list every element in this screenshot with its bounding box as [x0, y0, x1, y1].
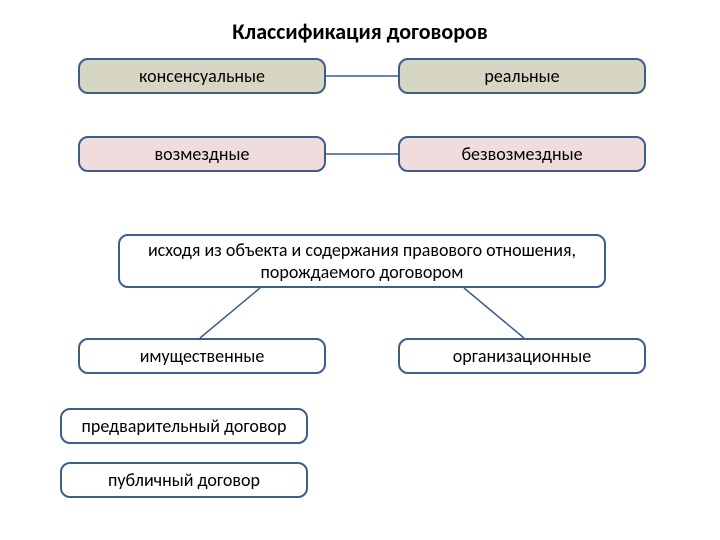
node-organizational: организационные [398, 338, 646, 374]
node-label: имущественные [140, 345, 265, 368]
node-by-object: исходя из объекта и содержания правового… [118, 234, 606, 288]
node-label: реальные [484, 65, 559, 88]
node-compensated: возмездные [78, 136, 326, 172]
node-consensual: консенсуальные [78, 58, 326, 94]
node-label: консенсуальные [139, 65, 265, 88]
node-gratuitous: безвозмездные [398, 136, 646, 172]
node-label: предварительный договор [82, 415, 287, 438]
node-property: имущественные [78, 338, 326, 374]
node-real: реальные [398, 58, 646, 94]
node-public: публичный договор [60, 462, 308, 498]
node-label: организационные [453, 345, 591, 368]
node-preliminary: предварительный договор [60, 408, 308, 444]
node-label: исходя из объекта и содержания правового… [128, 239, 596, 284]
node-label: публичный договор [108, 469, 260, 492]
node-label: возмездные [155, 143, 250, 166]
node-label: безвозмездные [461, 143, 582, 166]
diagram-title: Классификация договоров [0, 18, 720, 45]
